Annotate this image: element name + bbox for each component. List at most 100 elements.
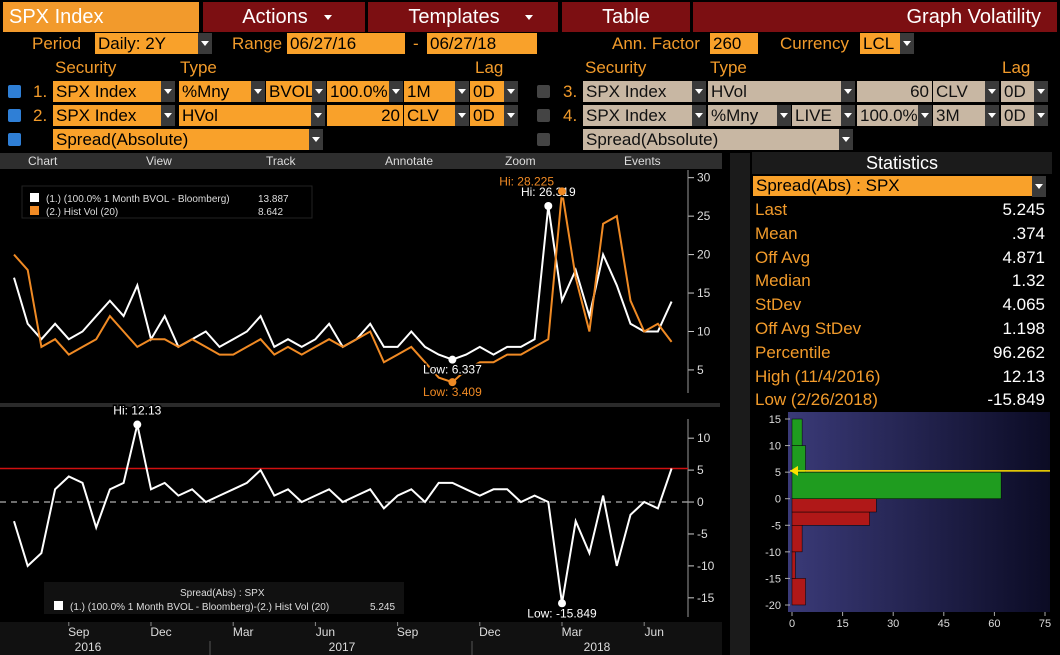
field[interactable]: HVol — [179, 105, 325, 126]
y-tick-label: 10 — [697, 324, 711, 338]
field[interactable]: 0D — [470, 81, 518, 102]
field[interactable]: 100.0% — [327, 81, 403, 102]
menu-item[interactable]: Track — [266, 154, 296, 168]
field[interactable]: SPX Index — [583, 81, 706, 102]
checkbox[interactable] — [8, 85, 21, 98]
spread-field[interactable]: Spread(Absolute) — [53, 129, 323, 150]
menu-tab[interactable]: Templates — [368, 2, 558, 32]
stats-title: Statistics — [752, 152, 1052, 174]
histogram-bar — [791, 578, 806, 606]
field[interactable]: 100.0% — [857, 105, 932, 126]
dropdown-arrow[interactable] — [251, 81, 265, 102]
line-series — [13, 424, 673, 604]
dropdown-arrow[interactable] — [198, 33, 212, 54]
field[interactable]: 0D — [470, 105, 518, 126]
menu-tab[interactable]: Actions — [203, 2, 365, 32]
dropdown-arrow[interactable] — [839, 129, 853, 150]
checkbox[interactable] — [537, 109, 550, 122]
field[interactable]: BVOL — [266, 81, 326, 102]
dropdown-arrow[interactable] — [841, 81, 855, 102]
field[interactable]: SPX Index — [53, 105, 175, 126]
legend-box — [44, 582, 404, 614]
field[interactable]: SPX Index — [53, 81, 175, 102]
y-tick-label: 5 — [697, 463, 704, 477]
field[interactable]: 06/27/18 — [427, 33, 537, 54]
y-tick-label: 10 — [697, 431, 711, 445]
dropdown-arrow[interactable] — [504, 105, 518, 126]
dropdown-arrow[interactable] — [312, 81, 326, 102]
checkbox[interactable] — [537, 133, 550, 146]
y-tick-label: 15 — [769, 414, 781, 426]
field[interactable]: Daily: 2Y — [95, 33, 212, 54]
row-number: 4. — [563, 106, 578, 125]
dropdown-arrow[interactable] — [311, 105, 325, 126]
dropdown-arrow[interactable] — [985, 81, 999, 102]
field[interactable]: 260 — [710, 33, 758, 54]
dropdown-arrow[interactable] — [841, 105, 855, 126]
dropdown-arrow[interactable] — [161, 81, 175, 102]
dropdown-arrow[interactable] — [985, 105, 999, 126]
row-number: 1. — [33, 82, 48, 101]
checkbox[interactable] — [8, 109, 21, 122]
x-tick-label: Sep — [397, 625, 419, 639]
stat-value: -15.849 — [987, 390, 1045, 410]
label: Range — [232, 34, 283, 53]
field[interactable]: LCL — [860, 33, 914, 54]
field[interactable]: 20 — [327, 105, 403, 126]
y-tick-label: -20 — [765, 600, 781, 612]
dropdown-arrow[interactable] — [918, 105, 932, 126]
dropdown-arrow[interactable] — [900, 33, 914, 54]
y-tick-label: 25 — [697, 209, 711, 223]
legend-swatch — [30, 193, 39, 202]
field[interactable]: 3M — [933, 105, 999, 126]
field[interactable]: LIVE — [792, 105, 855, 126]
spread-field[interactable]: Spread(Absolute) — [583, 129, 853, 150]
dropdown-arrow[interactable] — [309, 129, 323, 150]
histogram-bar — [791, 445, 806, 473]
menu-item[interactable]: Zoom — [505, 154, 536, 168]
dropdown-arrow[interactable] — [1034, 81, 1048, 102]
security-field[interactable]: SPX Index — [3, 2, 199, 32]
stat-label: Last — [755, 200, 788, 219]
checkbox[interactable] — [8, 133, 21, 146]
legend-label: (1.) (100.0% 1 Month BVOL - Bloomberg) — [46, 194, 230, 205]
menu-item[interactable]: Events — [624, 154, 661, 168]
dropdown-arrow[interactable] — [389, 81, 403, 102]
dropdown-arrow[interactable] — [1032, 176, 1046, 197]
dropdown-arrow[interactable] — [692, 105, 706, 126]
dropdown-arrow[interactable] — [455, 105, 469, 126]
field[interactable]: 60 — [857, 81, 932, 102]
field[interactable]: 06/27/16 — [287, 33, 405, 54]
stat-label: Off Avg StDev — [755, 319, 862, 338]
x-tick-label: Sep — [68, 625, 90, 639]
extreme-marker — [558, 187, 566, 196]
field[interactable]: %Mny — [179, 81, 265, 102]
field[interactable]: %Mny — [708, 105, 791, 126]
field[interactable]: CLV — [404, 105, 469, 126]
dropdown-arrow[interactable] — [692, 81, 706, 102]
field[interactable]: 1M — [404, 81, 469, 102]
dropdown-arrow[interactable] — [777, 105, 791, 126]
column-header: Security — [55, 58, 117, 77]
menu-tab[interactable]: Table — [562, 2, 690, 32]
stat-value: 96.262 — [993, 342, 1045, 362]
stat-label: StDev — [755, 295, 802, 315]
menu-item[interactable]: Chart — [28, 154, 58, 168]
field[interactable]: 0D — [1001, 81, 1048, 102]
stats-selector[interactable]: Spread(Abs) : SPX — [753, 176, 1046, 197]
stat-label: Mean — [755, 223, 798, 243]
checkbox[interactable] — [537, 85, 550, 98]
field[interactable]: CLV — [933, 81, 999, 102]
dropdown-arrow[interactable] — [1034, 105, 1048, 126]
dropdown-arrow[interactable] — [161, 105, 175, 126]
annotation: Low: 3.409 — [423, 385, 482, 399]
dropdown-arrow[interactable] — [455, 81, 469, 102]
dropdown-arrow[interactable] — [504, 81, 518, 102]
legend-title: Spread(Abs) : SPX — [180, 588, 265, 599]
field[interactable]: SPX Index — [583, 105, 706, 126]
field[interactable]: HVol — [708, 81, 855, 102]
field[interactable]: 0D — [1001, 105, 1048, 126]
menu-item[interactable]: Annotate — [385, 154, 434, 168]
stat-label: High (11/4/2016) — [755, 366, 881, 386]
menu-item[interactable]: View — [146, 154, 172, 168]
